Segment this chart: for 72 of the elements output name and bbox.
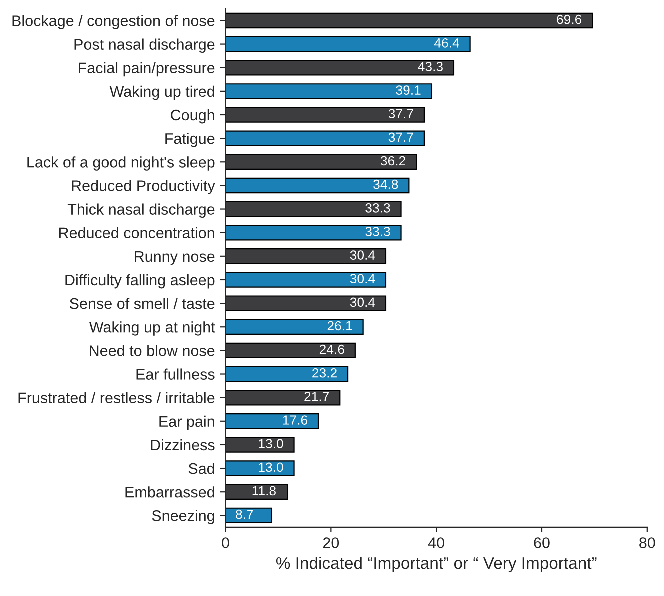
bar (226, 508, 272, 524)
bar (226, 460, 295, 476)
data-label: 37.7 (388, 132, 414, 142)
x-tick-label: 20 (323, 538, 340, 548)
y-tick-label: Ear pain (160, 416, 214, 430)
y-tick-label: Reduced concentration (59, 227, 214, 239)
bar (226, 414, 320, 430)
data-label: 21.7 (304, 392, 330, 402)
y-tick-label: Facial pain/pressure (79, 62, 215, 77)
bar (226, 248, 387, 264)
bar (226, 130, 426, 146)
y-tick-label: Ear fullness (136, 368, 215, 380)
data-label: 43.3 (418, 62, 443, 72)
y-tick-label: Need to blow nose (90, 345, 215, 356)
y-tick-label: Sneezing (152, 510, 214, 524)
data-label: 33.3 (366, 203, 390, 213)
bar (226, 437, 295, 453)
data-label: 11.8 (252, 486, 276, 496)
y-tick-label: Fatigue (166, 133, 215, 148)
y-tick-label: Cough (171, 109, 214, 124)
y-tick-label: Thick nasal discharge (68, 204, 215, 218)
data-label: 39.1 (396, 86, 421, 95)
data-label: 30.4 (350, 298, 376, 308)
bar (226, 342, 356, 359)
data-label: 26.1 (328, 321, 352, 331)
y-tick-label: Blockage / congestion of nose (12, 15, 215, 30)
x-tick-label: 40 (428, 538, 444, 548)
bar (226, 390, 341, 406)
data-label: 13.0 (259, 462, 284, 472)
bar (226, 484, 289, 500)
data-label: 69.6 (557, 14, 582, 24)
x-tick-label: 80 (640, 538, 656, 548)
x-tick-label: 60 (534, 538, 550, 548)
data-label: 24.6 (320, 344, 344, 354)
bar (226, 36, 471, 52)
y-tick-label: Frustrated / restless / irritable (18, 392, 215, 404)
data-label: 37.7 (388, 109, 414, 119)
bar (226, 107, 426, 123)
y-tick-label: Embarrassed (126, 486, 214, 498)
y-tick-label: Reduced Productivity (72, 180, 216, 194)
y-tick-label: Dizziness (151, 439, 215, 451)
bar (226, 84, 432, 100)
data-label: 30.4 (350, 274, 376, 284)
x-axis-title: % Indicated “Important” or “ Very Important” (276, 556, 597, 573)
bar (226, 319, 364, 335)
bar (226, 272, 387, 288)
bar (226, 12, 594, 29)
data-label: 33.3 (366, 227, 390, 236)
bar (226, 178, 410, 194)
bar (226, 201, 402, 218)
data-label: 23.2 (312, 368, 337, 378)
bar (226, 60, 455, 76)
y-tick-label: Waking up tired (110, 86, 214, 100)
y-tick-label: Sad (188, 463, 214, 474)
bar (226, 296, 387, 312)
bar (226, 366, 349, 382)
data-label: 13.0 (259, 439, 284, 449)
data-label: 34.8 (374, 180, 398, 190)
x-tick-label: 0 (222, 538, 230, 548)
bar (226, 224, 402, 241)
bar (226, 154, 418, 170)
data-label: 17.6 (283, 416, 308, 425)
y-tick-label: Sense of smell / taste (70, 298, 215, 310)
data-label: 36.2 (380, 156, 406, 166)
data-label: 30.4 (350, 250, 376, 260)
data-label: 46.4 (434, 38, 460, 48)
y-tick-label: Waking up at night (89, 322, 216, 336)
y-tick-label: Lack of a good night's sleep (28, 156, 215, 171)
y-tick-label: Difficulty falling asleep (66, 274, 215, 289)
y-tick-label: Runny nose (135, 251, 215, 266)
y-tick-label: Post nasal discharge (74, 38, 215, 53)
data-label: 8.7 (236, 510, 254, 520)
